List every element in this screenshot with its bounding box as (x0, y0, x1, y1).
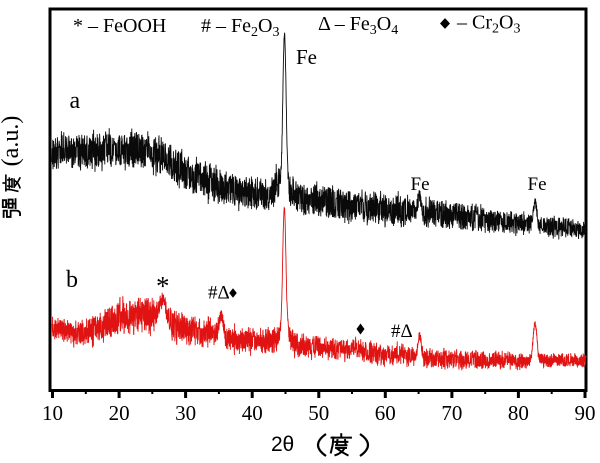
svg-text:b: b (66, 267, 78, 293)
svg-text:#Δ: #Δ (391, 321, 413, 342)
svg-text:* – FeOOH: * – FeOOH (73, 15, 166, 37)
svg-text:# – Fe2O3: # – Fe2O3 (201, 15, 279, 40)
svg-text:*: * (156, 271, 170, 301)
svg-text:Fe: Fe (296, 45, 317, 69)
svg-text:Fe: Fe (528, 174, 547, 195)
svg-text:20: 20 (109, 401, 130, 425)
svg-text:40: 40 (242, 401, 263, 425)
svg-text:10: 10 (42, 401, 63, 425)
svg-text:Δ – Fe3O4: Δ – Fe3O4 (318, 13, 398, 38)
svg-text:90: 90 (575, 401, 596, 425)
svg-text:70: 70 (441, 401, 462, 425)
svg-text:2: 2 (271, 433, 283, 456)
svg-text:30: 30 (175, 401, 196, 425)
svg-text:θ: θ (283, 433, 295, 456)
svg-text:– Cr2O3: – Cr2O3 (456, 12, 520, 37)
svg-text:a: a (70, 88, 81, 114)
svg-text:(a.u.): (a.u.) (0, 116, 24, 167)
svg-text:80: 80 (508, 401, 529, 425)
svg-text:#Δ: #Δ (208, 283, 230, 304)
svg-text:Fe: Fe (411, 174, 430, 195)
svg-text:60: 60 (375, 401, 396, 425)
svg-text:50: 50 (308, 401, 329, 425)
